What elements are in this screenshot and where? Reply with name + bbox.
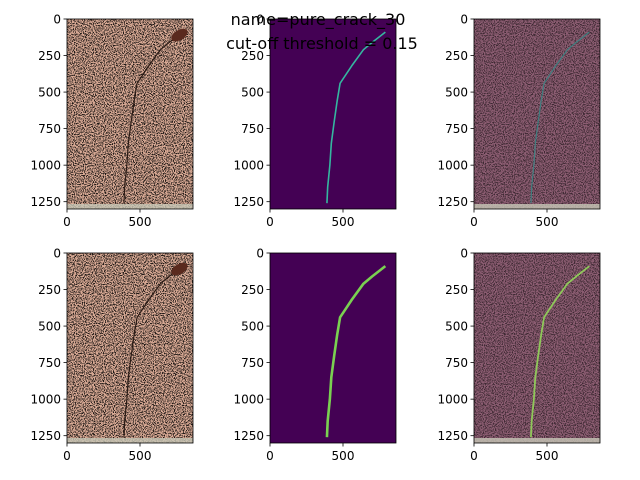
y-tick-label: 250 [38, 283, 61, 297]
y-tick-label: 1000 [233, 393, 264, 407]
x-tick-label: 500 [332, 449, 355, 463]
axes-frame [473, 18, 601, 210]
subplot: 0 500 0 250 500 750 1000 1250 [437, 13, 601, 229]
y-tick-label: 500 [241, 320, 264, 334]
y-tick-label: 250 [241, 49, 264, 63]
y-tick-label: 1250 [30, 195, 61, 209]
x-tick-label: 500 [536, 449, 559, 463]
y-tick-label: 750 [445, 356, 468, 370]
image-texture [67, 253, 193, 443]
crack [123, 265, 183, 438]
title-line: cut-off threshold = 0.15 [226, 34, 418, 53]
subplot: 0 500 0 250 500 750 1000 1250 [437, 247, 601, 463]
x-tick-label: 0 [470, 215, 478, 229]
y-tick-label: 500 [445, 86, 468, 100]
axes-frame [473, 252, 601, 444]
y-tick-label: 750 [241, 356, 264, 370]
crack [326, 31, 386, 204]
y-tick-label: 0 [460, 247, 468, 261]
image-edge [474, 438, 600, 443]
image-texture [474, 253, 600, 443]
x-tick-label: 500 [129, 215, 152, 229]
image-edge [67, 204, 193, 209]
y-tick-label: 1250 [233, 195, 264, 209]
y-tick-label: 0 [53, 13, 61, 27]
y-tick-label: 1000 [30, 393, 61, 407]
y-tick-label: 500 [445, 320, 468, 334]
x-tick-label: 0 [63, 449, 71, 463]
y-tick-label: 1000 [437, 393, 468, 407]
x-tick-label: 500 [129, 449, 152, 463]
y-tick-label: 500 [38, 86, 61, 100]
y-tick-label: 1250 [233, 429, 264, 443]
crack [123, 31, 183, 204]
y-tick-label: 750 [38, 122, 61, 136]
y-tick-label: 1000 [233, 159, 264, 173]
y-tick-label: 0 [53, 247, 61, 261]
y-tick-label: 750 [38, 356, 61, 370]
y-tick-label: 1000 [30, 159, 61, 173]
subplot: 0 500 0 250 500 750 1000 1250 [233, 247, 397, 463]
subplot: 0 500 0 250 500 750 1000 1250 [30, 247, 194, 463]
image [270, 19, 396, 209]
crack-spall [171, 28, 188, 42]
y-tick-label: 750 [445, 122, 468, 136]
image-edge [67, 438, 193, 443]
x-tick-label: 0 [266, 449, 274, 463]
crack [530, 31, 590, 204]
x-tick-label: 0 [470, 449, 478, 463]
y-tick-label: 500 [241, 86, 264, 100]
y-tick-label: 1250 [437, 429, 468, 443]
y-tick-label: 250 [38, 49, 61, 63]
y-tick-label: 0 [256, 13, 264, 27]
axes-frame [269, 18, 397, 210]
title-line: name=pure_crack_30 [231, 10, 406, 30]
y-tick-label: 1250 [30, 429, 61, 443]
x-tick-label: 0 [63, 215, 71, 229]
y-tick-label: 250 [445, 49, 468, 63]
y-tick-label: 500 [38, 320, 61, 334]
crack-spall [171, 262, 188, 276]
y-tick-label: 750 [241, 122, 264, 136]
crack [530, 265, 590, 438]
y-tick-label: 1000 [437, 159, 468, 173]
x-tick-label: 500 [536, 215, 559, 229]
image-texture [67, 19, 193, 209]
y-tick-label: 0 [256, 247, 264, 261]
y-tick-label: 1250 [437, 195, 468, 209]
image [270, 253, 396, 443]
image-texture [474, 19, 600, 209]
y-tick-label: 250 [241, 283, 264, 297]
y-tick-label: 250 [445, 283, 468, 297]
axes-frame [269, 252, 397, 444]
subplot: 0 500 0 250 500 750 1000 1250 [233, 13, 397, 229]
y-tick-label: 0 [460, 13, 468, 27]
x-tick-label: 0 [266, 215, 274, 229]
image-edge [474, 204, 600, 209]
axes-frame [66, 252, 194, 444]
x-tick-label: 500 [332, 215, 355, 229]
subplot: 0 500 0 250 500 750 1000 1250 [30, 13, 194, 229]
crack [325, 265, 387, 438]
axes-frame [66, 18, 194, 210]
